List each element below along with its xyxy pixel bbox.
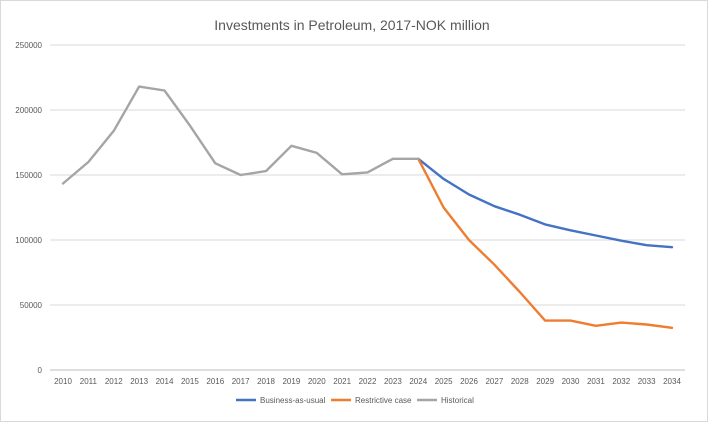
x-axis: 2010 2011 2012 2013 2014 2015 2016 2017 2018 2019…: [54, 377, 681, 386]
x-tick-label: 2034: [663, 377, 681, 386]
legend-label: Business-as-usual: [260, 396, 326, 405]
series-line-historical: [61, 85, 420, 185]
legend-label: Restrictive case: [355, 396, 412, 405]
legend-label: Historical: [441, 396, 474, 405]
x-tick-label: 2028: [511, 377, 529, 386]
y-tick-label: 200000: [15, 106, 42, 115]
x-tick-label: 2031: [587, 377, 605, 386]
x-tick-label: 2027: [485, 377, 503, 386]
y-tick-label: 50000: [20, 301, 43, 310]
chart-title: Investments in Petroleum, 2017-NOK milli…: [214, 17, 489, 33]
y-tick-label: 250000: [15, 41, 42, 50]
x-tick-label: 2019: [282, 377, 300, 386]
series-line-restrictive-case: [417, 157, 674, 329]
y-tick-label: 150000: [15, 171, 42, 180]
x-tick-label: 2025: [435, 377, 453, 386]
x-tick-label: 2033: [638, 377, 656, 386]
x-tick-label: 2013: [130, 377, 148, 386]
x-tick-label: 2010: [54, 377, 72, 386]
x-tick-label: 2030: [562, 377, 580, 386]
x-tick-label: 2026: [460, 377, 478, 386]
x-tick-label: 2016: [206, 377, 224, 386]
x-tick-label: 2022: [359, 377, 377, 386]
x-tick-label: 2015: [181, 377, 199, 386]
x-tick-label: 2012: [105, 377, 123, 386]
y-tick-label: 0: [38, 366, 43, 375]
x-tick-label: 2023: [384, 377, 402, 386]
y-tick-label: 100000: [15, 236, 42, 245]
y-axis: 0 50000 100000 150000 200000 250000: [15, 41, 42, 375]
x-tick-label: 2021: [333, 377, 351, 386]
x-tick-label: 2011: [80, 377, 98, 386]
x-tick-label: 2018: [257, 377, 275, 386]
x-tick-label: 2024: [409, 377, 427, 386]
series-line-business-as-usual: [417, 157, 674, 249]
x-tick-label: 2032: [612, 377, 630, 386]
x-tick-label: 2017: [232, 377, 250, 386]
series-layer: [61, 85, 674, 329]
x-tick-label: 2014: [156, 377, 174, 386]
x-tick-label: 2029: [536, 377, 554, 386]
legend: Business-as-usual Restrictive case Histori…: [236, 396, 474, 405]
gridlines: [50, 44, 685, 371]
x-tick-label: 2020: [308, 377, 326, 386]
